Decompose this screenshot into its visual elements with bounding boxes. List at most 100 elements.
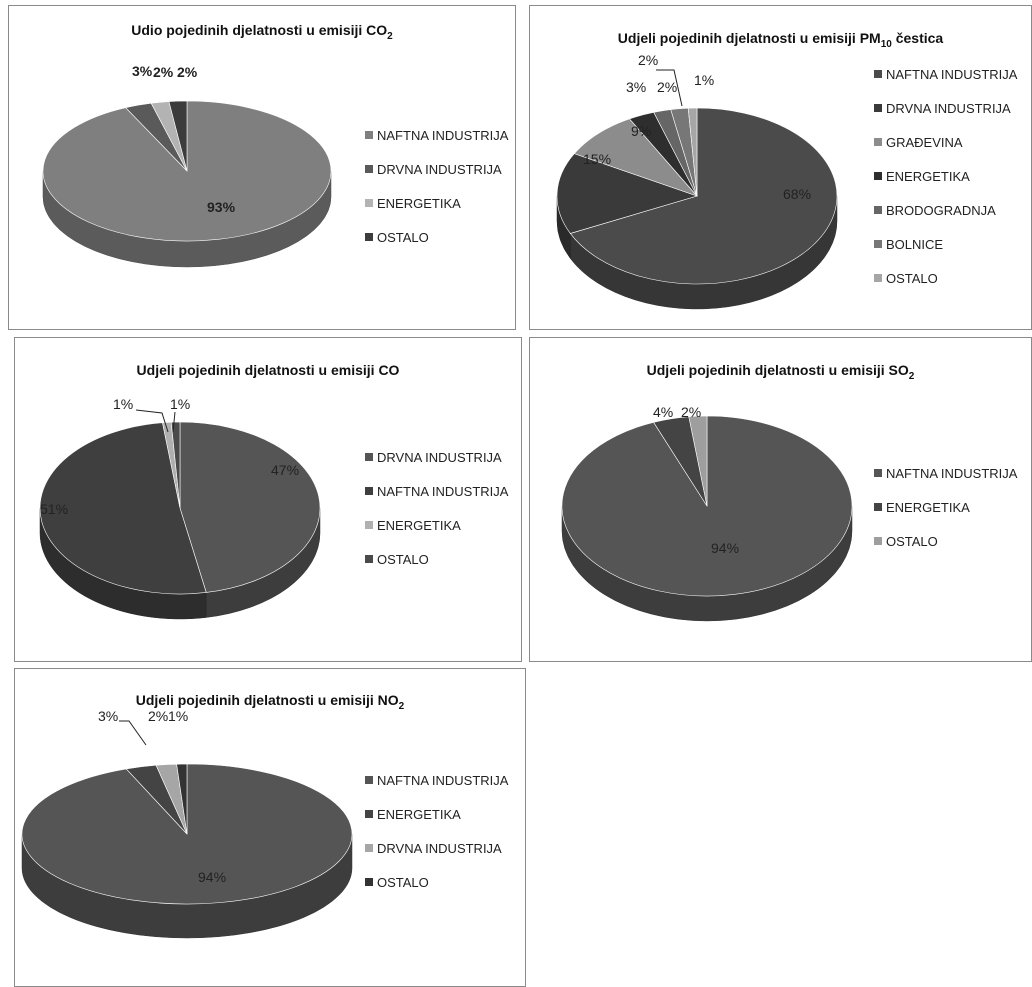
pie-slice-4 [168, 100, 188, 172]
legend-label: NAFTNA INDUSTRIJA [377, 773, 509, 788]
legend-swatch [874, 206, 882, 214]
legend-item: OSTALO [874, 534, 1017, 568]
legend: NAFTNA INDUSTRIJA ENERGETIKA OSTALO [874, 466, 1017, 568]
legend-item: OSTALO [874, 271, 1017, 305]
legend-item: BRODOGRADNJA [874, 203, 1017, 237]
legend-item: ENERGETIKA [874, 500, 1017, 534]
legend-swatch [365, 521, 373, 529]
legend-label: NAFTNA INDUSTRIJA [886, 67, 1018, 82]
pie-slice-7 [687, 107, 698, 197]
legend-swatch [365, 165, 373, 173]
chart-no2-panel: 94% 3% 2% 1% Udjeli pojedinih djelatnosti u… [14, 668, 526, 987]
legend-item: DRVNA INDUSTRIJA [365, 450, 508, 484]
legend-item: ENERGETIKA [365, 518, 508, 552]
data-label: 94% [711, 540, 739, 556]
data-label: 4% [653, 404, 673, 420]
legend-swatch [874, 104, 882, 112]
data-label: 9% [631, 123, 651, 139]
legend-swatch [874, 537, 882, 545]
data-label: 94% [198, 869, 226, 885]
data-label: 3% [132, 63, 153, 79]
legend-item: NAFTNA INDUSTRIJA [365, 484, 508, 518]
data-label: 93% [207, 199, 236, 215]
legend-item: ENERGETIKA [874, 169, 1017, 203]
data-label: 51% [40, 501, 68, 517]
legend-label: ENERGETIKA [377, 518, 461, 533]
legend-swatch [365, 878, 373, 886]
pie-chart-co: 47% 51% 1% 1% [39, 396, 321, 620]
legend: NAFTNA INDUSTRIJA DRVNA INDUSTRIJA ENERGET… [365, 128, 508, 264]
leader-line [135, 409, 169, 433]
data-label: 47% [271, 462, 299, 478]
legend-item: ENERGETIKA [365, 807, 508, 841]
legend-label: OSTALO [886, 534, 938, 549]
legend-item: DRVNA INDUSTRIJA [365, 841, 508, 875]
pie-chart-so2: 94% 4% 2% [561, 404, 853, 622]
legend-label: OSTALO [886, 271, 938, 286]
legend-label: OSTALO [377, 552, 429, 567]
data-label: 2% [638, 52, 658, 68]
legend-item: BOLNICE [874, 237, 1017, 271]
pie-chart-no2: 94% 3% 2% 1% [21, 708, 353, 939]
legend-label: GRAĐEVINA [886, 135, 963, 150]
legend-label: DRVNA INDUSTRIJA [377, 450, 502, 465]
chart-title: Udjeli pojedinih djelatnosti u emisiji N… [135, 692, 405, 712]
legend-label: NAFTNA INDUSTRIJA [377, 484, 509, 499]
legend: NAFTNA INDUSTRIJA ENERGETIKA DRVNA INDUSTR… [365, 773, 508, 909]
legend-swatch [874, 172, 882, 180]
legend-item: ENERGETIKA [365, 196, 508, 230]
pie-chart-pm10: 68% 15% 9% 3% 2% 2% 1% [556, 52, 838, 310]
legend-item: DRVNA INDUSTRIJA [365, 162, 508, 196]
data-label: 1% [113, 396, 133, 412]
chart-so2-panel: 94% 4% 2% Udjeli pojedinih djelatnosti u e… [529, 337, 1032, 662]
legend-swatch [874, 240, 882, 248]
data-label: 1% [694, 72, 714, 88]
pie-slice-2 [39, 422, 207, 595]
data-label: 2% [681, 404, 701, 420]
legend-label: BRODOGRADNJA [886, 203, 996, 218]
legend-label: ENERGETIKA [886, 500, 970, 515]
legend: DRVNA INDUSTRIJA NAFTNA INDUSTRIJA ENERGET… [365, 450, 508, 586]
legend-item: NAFTNA INDUSTRIJA [874, 67, 1017, 101]
legend-item: GRAĐEVINA [874, 135, 1017, 169]
chart-title: Udjeli pojedinih djelatnosti u emisiji S… [646, 362, 915, 382]
pie-slice-1 [569, 107, 838, 285]
legend-item: OSTALO [365, 230, 508, 264]
chart-co2-panel: 93% 3% 2% 2% Udio pojedinih djelatnosti u e… [8, 5, 516, 330]
chart-pm10-panel: 68% 15% 9% 3% 2% 2% 1% Udjeli pojedinih djelat… [529, 5, 1032, 330]
legend-label: BOLNICE [886, 237, 944, 252]
data-label: 3% [98, 708, 118, 724]
legend-item: OSTALO [365, 552, 508, 586]
legend-item: NAFTNA INDUSTRIJA [365, 128, 508, 162]
legend: NAFTNA INDUSTRIJA DRVNA INDUSTRIJA GRAĐEVI… [874, 67, 1017, 305]
legend-label: DRVNA INDUSTRIJA [377, 841, 502, 856]
data-label: 2% [153, 64, 174, 80]
pie-slice-2 [556, 153, 698, 234]
pie-slice-3 [688, 415, 708, 507]
legend-label: NAFTNA INDUSTRIJA [886, 466, 1018, 481]
chart-title: Udio pojedinih djelatnosti u emisiji CO2 [131, 22, 393, 42]
leader-line [656, 69, 683, 107]
legend-label: OSTALO [377, 875, 429, 890]
legend-label: DRVNA INDUSTRIJA [377, 162, 502, 177]
legend-item: OSTALO [365, 875, 508, 909]
legend-swatch [874, 469, 882, 477]
legend-label: ENERGETIKA [377, 807, 461, 822]
pie-slice-4 [170, 421, 181, 509]
data-label: 68% [783, 186, 811, 202]
legend-swatch [365, 131, 373, 139]
legend-swatch [365, 555, 373, 563]
pie-slice-1 [179, 421, 321, 593]
data-label: 15% [583, 151, 611, 167]
data-label: 1% [168, 708, 188, 724]
legend-swatch [365, 776, 373, 784]
legend-swatch [365, 233, 373, 241]
pie-slice-3 [573, 118, 698, 197]
data-label: 2% [177, 64, 198, 80]
legend-swatch [874, 503, 882, 511]
data-label: 1% [170, 396, 190, 412]
legend-swatch [874, 138, 882, 146]
legend-label: OSTALO [377, 230, 429, 245]
chart-co-panel: 47% 51% 1% 1% Udjeli pojedinih djelatnosti … [14, 337, 522, 662]
pie-slice-4 [176, 763, 188, 835]
